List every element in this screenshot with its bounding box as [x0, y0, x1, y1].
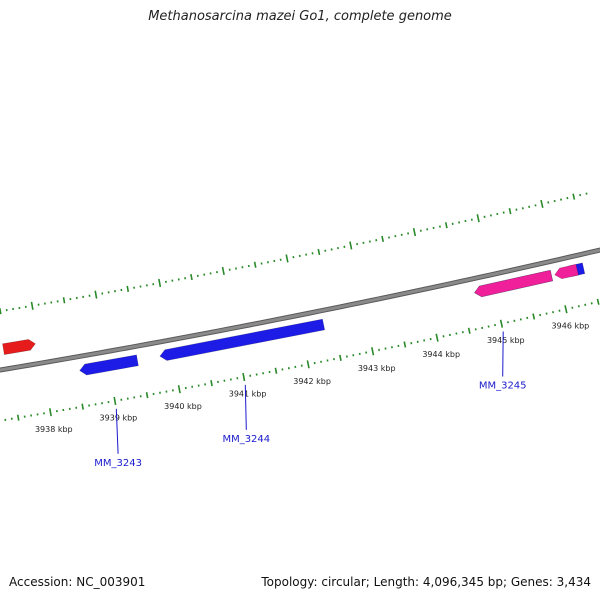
- lower-tick: [306, 360, 310, 369]
- gene-label[interactable]: MM_3244: [222, 434, 270, 445]
- gene-label[interactable]: MM_3245: [479, 381, 527, 392]
- scale-label: 3943 kbp: [358, 364, 396, 373]
- lower-tick: [467, 327, 471, 334]
- upper-tick: [540, 199, 544, 208]
- scale-label: 3946 kbp: [552, 322, 590, 331]
- lower-tick: [145, 392, 149, 399]
- lower-tick-ring: [4, 298, 600, 421]
- scale-label: 3944 kbp: [422, 350, 460, 359]
- scale-labels: 3938 kbp 3939 kbp 3940 kbp 3941 kbp 3942 kbp…: [35, 322, 589, 434]
- lower-tick: [339, 354, 342, 361]
- lower-tick: [81, 403, 84, 410]
- feature-red-left-upper[interactable]: [2, 339, 36, 355]
- upper-tick: [0, 308, 2, 315]
- scale-label: 3940 kbp: [164, 402, 202, 411]
- lower-tick: [596, 298, 600, 305]
- upper-tick: [62, 297, 66, 304]
- lower-tick: [532, 313, 536, 320]
- lower-tick: [113, 396, 117, 406]
- lower-tick: [274, 367, 278, 374]
- lower-tick: [177, 385, 181, 394]
- upper-tick: [444, 222, 448, 229]
- gene-leader-line: [244, 384, 247, 430]
- lower-tick: [48, 408, 52, 417]
- genome-backbone: [0, 247, 600, 373]
- upper-tick: [508, 208, 512, 215]
- scale-label: 3941 kbp: [229, 390, 267, 399]
- upper-tick: [317, 248, 321, 256]
- lower-tick: [371, 347, 375, 356]
- upper-tick: [30, 301, 34, 310]
- lower-tick: [210, 380, 213, 387]
- gene-label[interactable]: MM_3243: [94, 458, 142, 469]
- scale-label: 3942 kbp: [293, 377, 331, 386]
- genome-summary-text: Topology: circular; Length: 4,096,345 bp…: [261, 575, 591, 589]
- lower-tick: [435, 333, 439, 342]
- gene-labels: MM_3243 MM_3244 MM_3245: [94, 331, 527, 469]
- lower-tick: [242, 372, 246, 382]
- scale-label: 3939 kbp: [100, 414, 138, 423]
- upper-tick: [476, 214, 480, 223]
- map-title: Methanosarcina mazei Go1, complete genom…: [148, 9, 452, 24]
- lower-tick: [499, 319, 504, 328]
- lower-tick: [16, 414, 20, 421]
- gene-features: [2, 262, 586, 376]
- upper-tick: [381, 235, 385, 242]
- scale-label: 3938 kbp: [35, 425, 73, 434]
- upper-tick: [221, 266, 225, 276]
- feature-mm3244[interactable]: [159, 318, 326, 361]
- upper-tick: [572, 193, 576, 200]
- gene-leader-line: [115, 408, 119, 454]
- upper-tick: [349, 241, 353, 250]
- upper-tick: [253, 261, 257, 268]
- accession-text: Accession: NC_003901: [9, 575, 146, 589]
- scale-label: 3945 kbp: [487, 336, 525, 345]
- upper-tick: [190, 273, 193, 281]
- upper-tick: [412, 228, 417, 237]
- upper-tick: [158, 278, 162, 288]
- upper-tick: [285, 254, 289, 263]
- feature-pink-b[interactable]: [554, 263, 579, 280]
- upper-tick-ring: [0, 192, 588, 315]
- backbone-line: [0, 248, 600, 372]
- lower-tick: [564, 305, 568, 314]
- lower-tick: [403, 341, 407, 348]
- feature-mm3243[interactable]: [79, 354, 139, 376]
- gene-leader-line: [502, 331, 504, 377]
- feature-pink-a[interactable]: [474, 269, 554, 298]
- upper-tick: [94, 290, 98, 299]
- upper-tick: [126, 285, 130, 292]
